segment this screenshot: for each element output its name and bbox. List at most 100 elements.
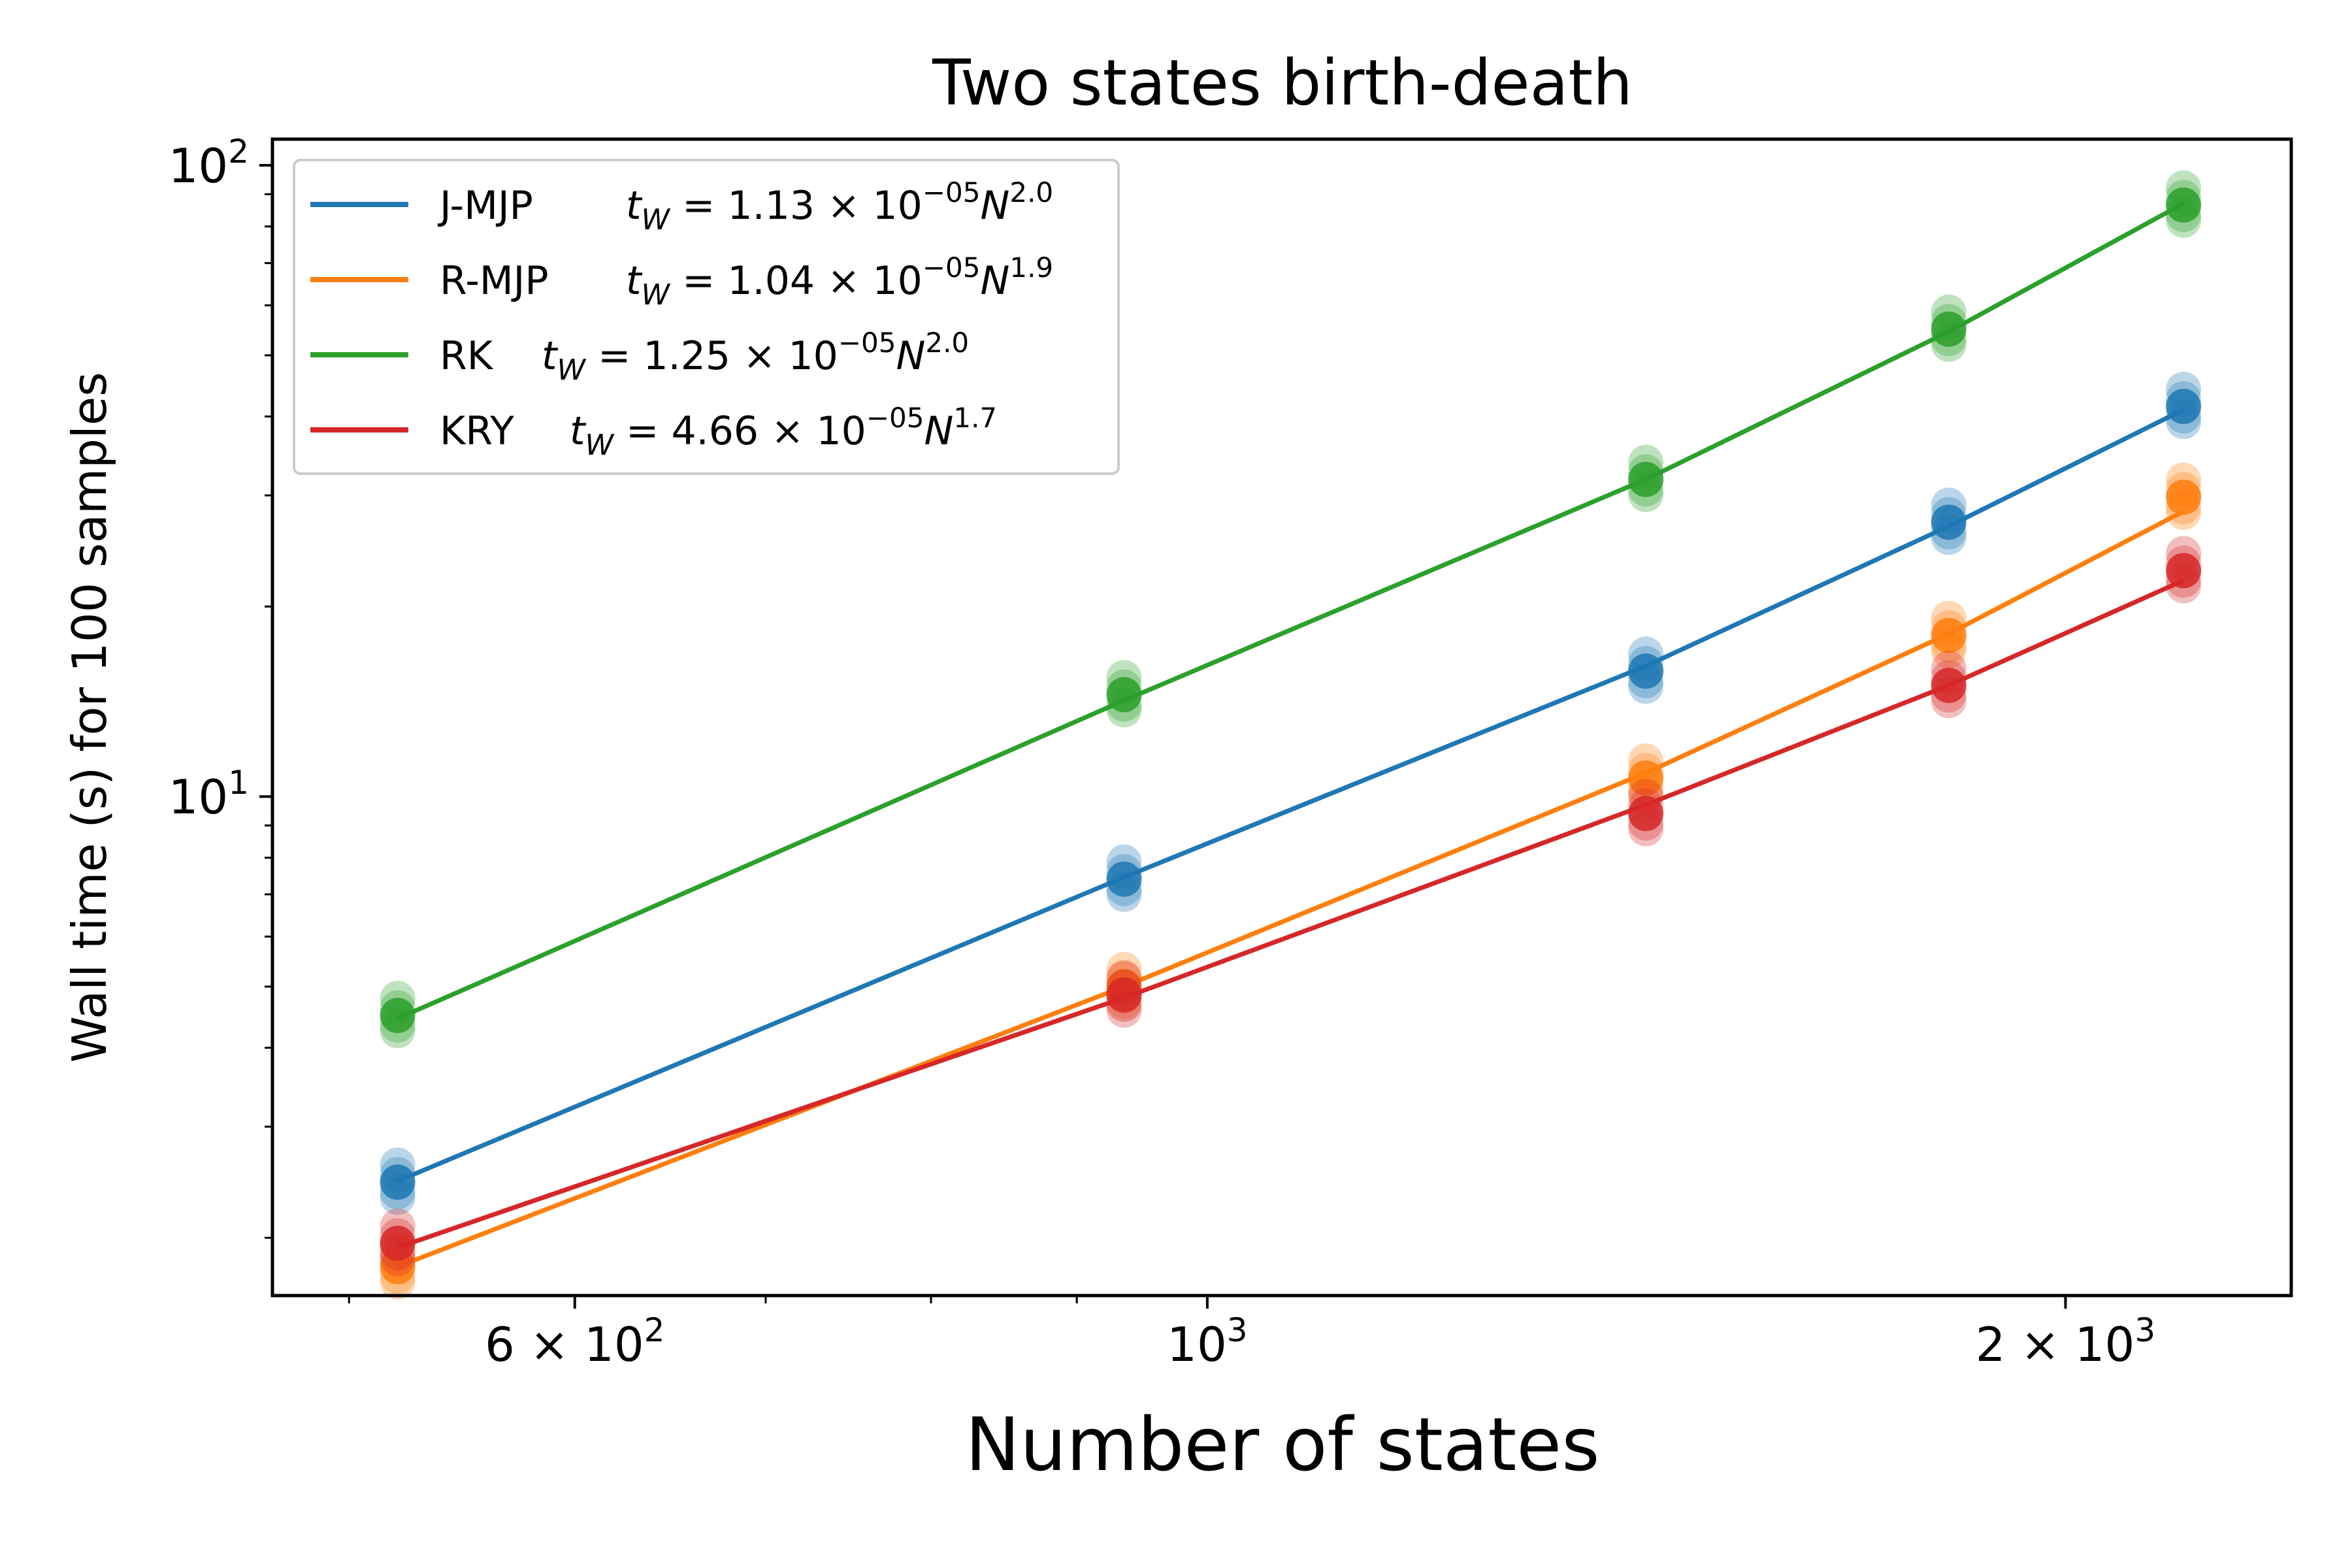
series-r-mjp (380, 462, 2202, 1299)
data-point-rk (2166, 203, 2202, 238)
data-point-rk (1106, 669, 1142, 705)
data-point-kry (1106, 987, 1142, 1022)
legend-formula: tW = 4.66 × 10−05N1.7 (570, 402, 997, 462)
data-point-kry (1106, 992, 1142, 1028)
data-point-kry (1628, 805, 1664, 841)
data-point-rk (1106, 692, 1142, 728)
legend-item-j-mjp: J-MJP tW = 1.13 × 10−05N2.0 (310, 176, 1053, 237)
data-point-kry (1106, 970, 1142, 1005)
data-point-rk (1931, 311, 1967, 347)
data-point-j-mjp (1106, 876, 1142, 912)
series-kry (380, 536, 2202, 1277)
data-point-j-mjp (1628, 645, 1664, 681)
data-point-kry (380, 1208, 416, 1244)
x-axis-label: Number of states (965, 1403, 1599, 1488)
data-point-j-mjp (2166, 371, 2202, 407)
data-point-r-mjp (1931, 632, 1967, 668)
y-tick-label: 101 (169, 764, 249, 825)
legend-formula: tW = 1.25 × 10−05N2.0 (542, 327, 969, 387)
data-point-r-mjp (1931, 600, 1967, 636)
x-tick-label: 103 (1167, 1311, 1247, 1372)
data-point-j-mjp (1106, 853, 1142, 889)
data-point-j-mjp (1628, 668, 1664, 704)
data-point-j-mjp (1628, 662, 1664, 698)
data-point-rk (1106, 660, 1142, 696)
data-point-j-mjp (2166, 389, 2202, 425)
x-tick-label: 2 × 103 (1976, 1311, 2155, 1372)
data-point-rk (1628, 454, 1664, 490)
data-point-r-mjp (2166, 462, 2202, 498)
data-point-kry (1628, 796, 1664, 832)
data-point-j-mjp (1931, 487, 1967, 523)
data-point-rk (380, 1013, 416, 1049)
data-point-rk (1931, 327, 1967, 363)
data-point-rk (1628, 444, 1664, 480)
data-point-kry (1628, 811, 1664, 847)
data-point-r-mjp (1931, 610, 1967, 645)
data-point-kry (380, 1235, 416, 1271)
data-point-kry (380, 1241, 416, 1277)
data-point-kry (1628, 788, 1664, 824)
axes: 6 × 102 103 2 × 103 101 102 (169, 133, 2156, 1372)
data-point-r-mjp (2166, 472, 2202, 508)
data-point-kry (2166, 536, 2202, 572)
data-point-r-mjp (1628, 753, 1664, 789)
data-point-r-mjp (1106, 951, 1142, 987)
data-point-r-mjp (1931, 617, 1967, 653)
legend-item-kry: KRY tW = 4.66 × 10−05N1.7 (310, 402, 997, 462)
fit-line-j-mjp (397, 407, 2185, 1183)
data-point-j-mjp (2166, 381, 2202, 417)
data-point-kry (2166, 553, 2202, 589)
data-point-rk (2166, 187, 2202, 223)
legend-label: J-MJP (437, 183, 533, 229)
data-point-rk (1628, 476, 1664, 512)
data-point-r-mjp (1628, 770, 1664, 806)
y-tick-label: 102 (169, 133, 249, 193)
data-point-r-mjp (2166, 489, 2202, 525)
data-point-kry (1931, 660, 1967, 696)
data-point-rk (2166, 180, 2202, 216)
data-point-kry (1106, 960, 1142, 996)
data-point-j-mjp (380, 1179, 416, 1215)
x-tick-label: 6 × 102 (485, 1311, 664, 1372)
data-point-r-mjp (1628, 743, 1664, 779)
data-point-j-mjp (1106, 871, 1142, 907)
legend-formula: tW = 1.04 × 10−05N1.9 (626, 252, 1053, 312)
data-point-r-mjp (380, 1258, 416, 1294)
data-point-j-mjp (1931, 519, 1967, 555)
data-point-j-mjp (1628, 653, 1664, 689)
data-point-kry (1931, 677, 1967, 713)
legend-formula: tW = 1.13 × 10−05N2.0 (626, 176, 1053, 237)
legend-label: KRY (440, 408, 514, 454)
data-point-j-mjp (1931, 514, 1967, 549)
legend-item-r-mjp: R-MJP tW = 1.04 × 10−05N1.9 (310, 252, 1053, 312)
data-point-kry (2166, 568, 2202, 604)
data-point-kry (380, 1218, 416, 1254)
data-point-j-mjp (1931, 497, 1967, 532)
data-point-rk (380, 998, 416, 1034)
data-point-rk (1628, 461, 1664, 497)
data-point-j-mjp (380, 1147, 416, 1183)
legend: J-MJP tW = 1.13 × 10−05N2.0 R-MJP tW = 1.04… (293, 159, 1120, 475)
data-point-rk (380, 981, 416, 1017)
data-point-rk (1106, 686, 1142, 722)
data-point-kry (2166, 545, 2202, 581)
data-point-rk (1106, 677, 1142, 713)
data-point-j-mjp (2166, 398, 2202, 434)
plot-area (380, 170, 2202, 1299)
data-point-rk (1931, 304, 1967, 340)
data-point-r-mjp (2166, 495, 2202, 531)
data-point-kry (380, 1226, 416, 1262)
data-point-rk (380, 1007, 416, 1043)
data-point-r-mjp (1931, 627, 1967, 663)
data-point-kry (1931, 668, 1967, 704)
data-point-j-mjp (1931, 504, 1967, 540)
data-point-r-mjp (1628, 760, 1664, 796)
data-point-j-mjp (2166, 404, 2202, 440)
data-point-rk (2166, 170, 2202, 206)
data-point-rk (1931, 321, 1967, 357)
data-point-kry (1628, 779, 1664, 815)
y-axis-label: Wall time (s) for 100 samples (62, 372, 117, 1062)
data-point-j-mjp (1106, 861, 1142, 897)
